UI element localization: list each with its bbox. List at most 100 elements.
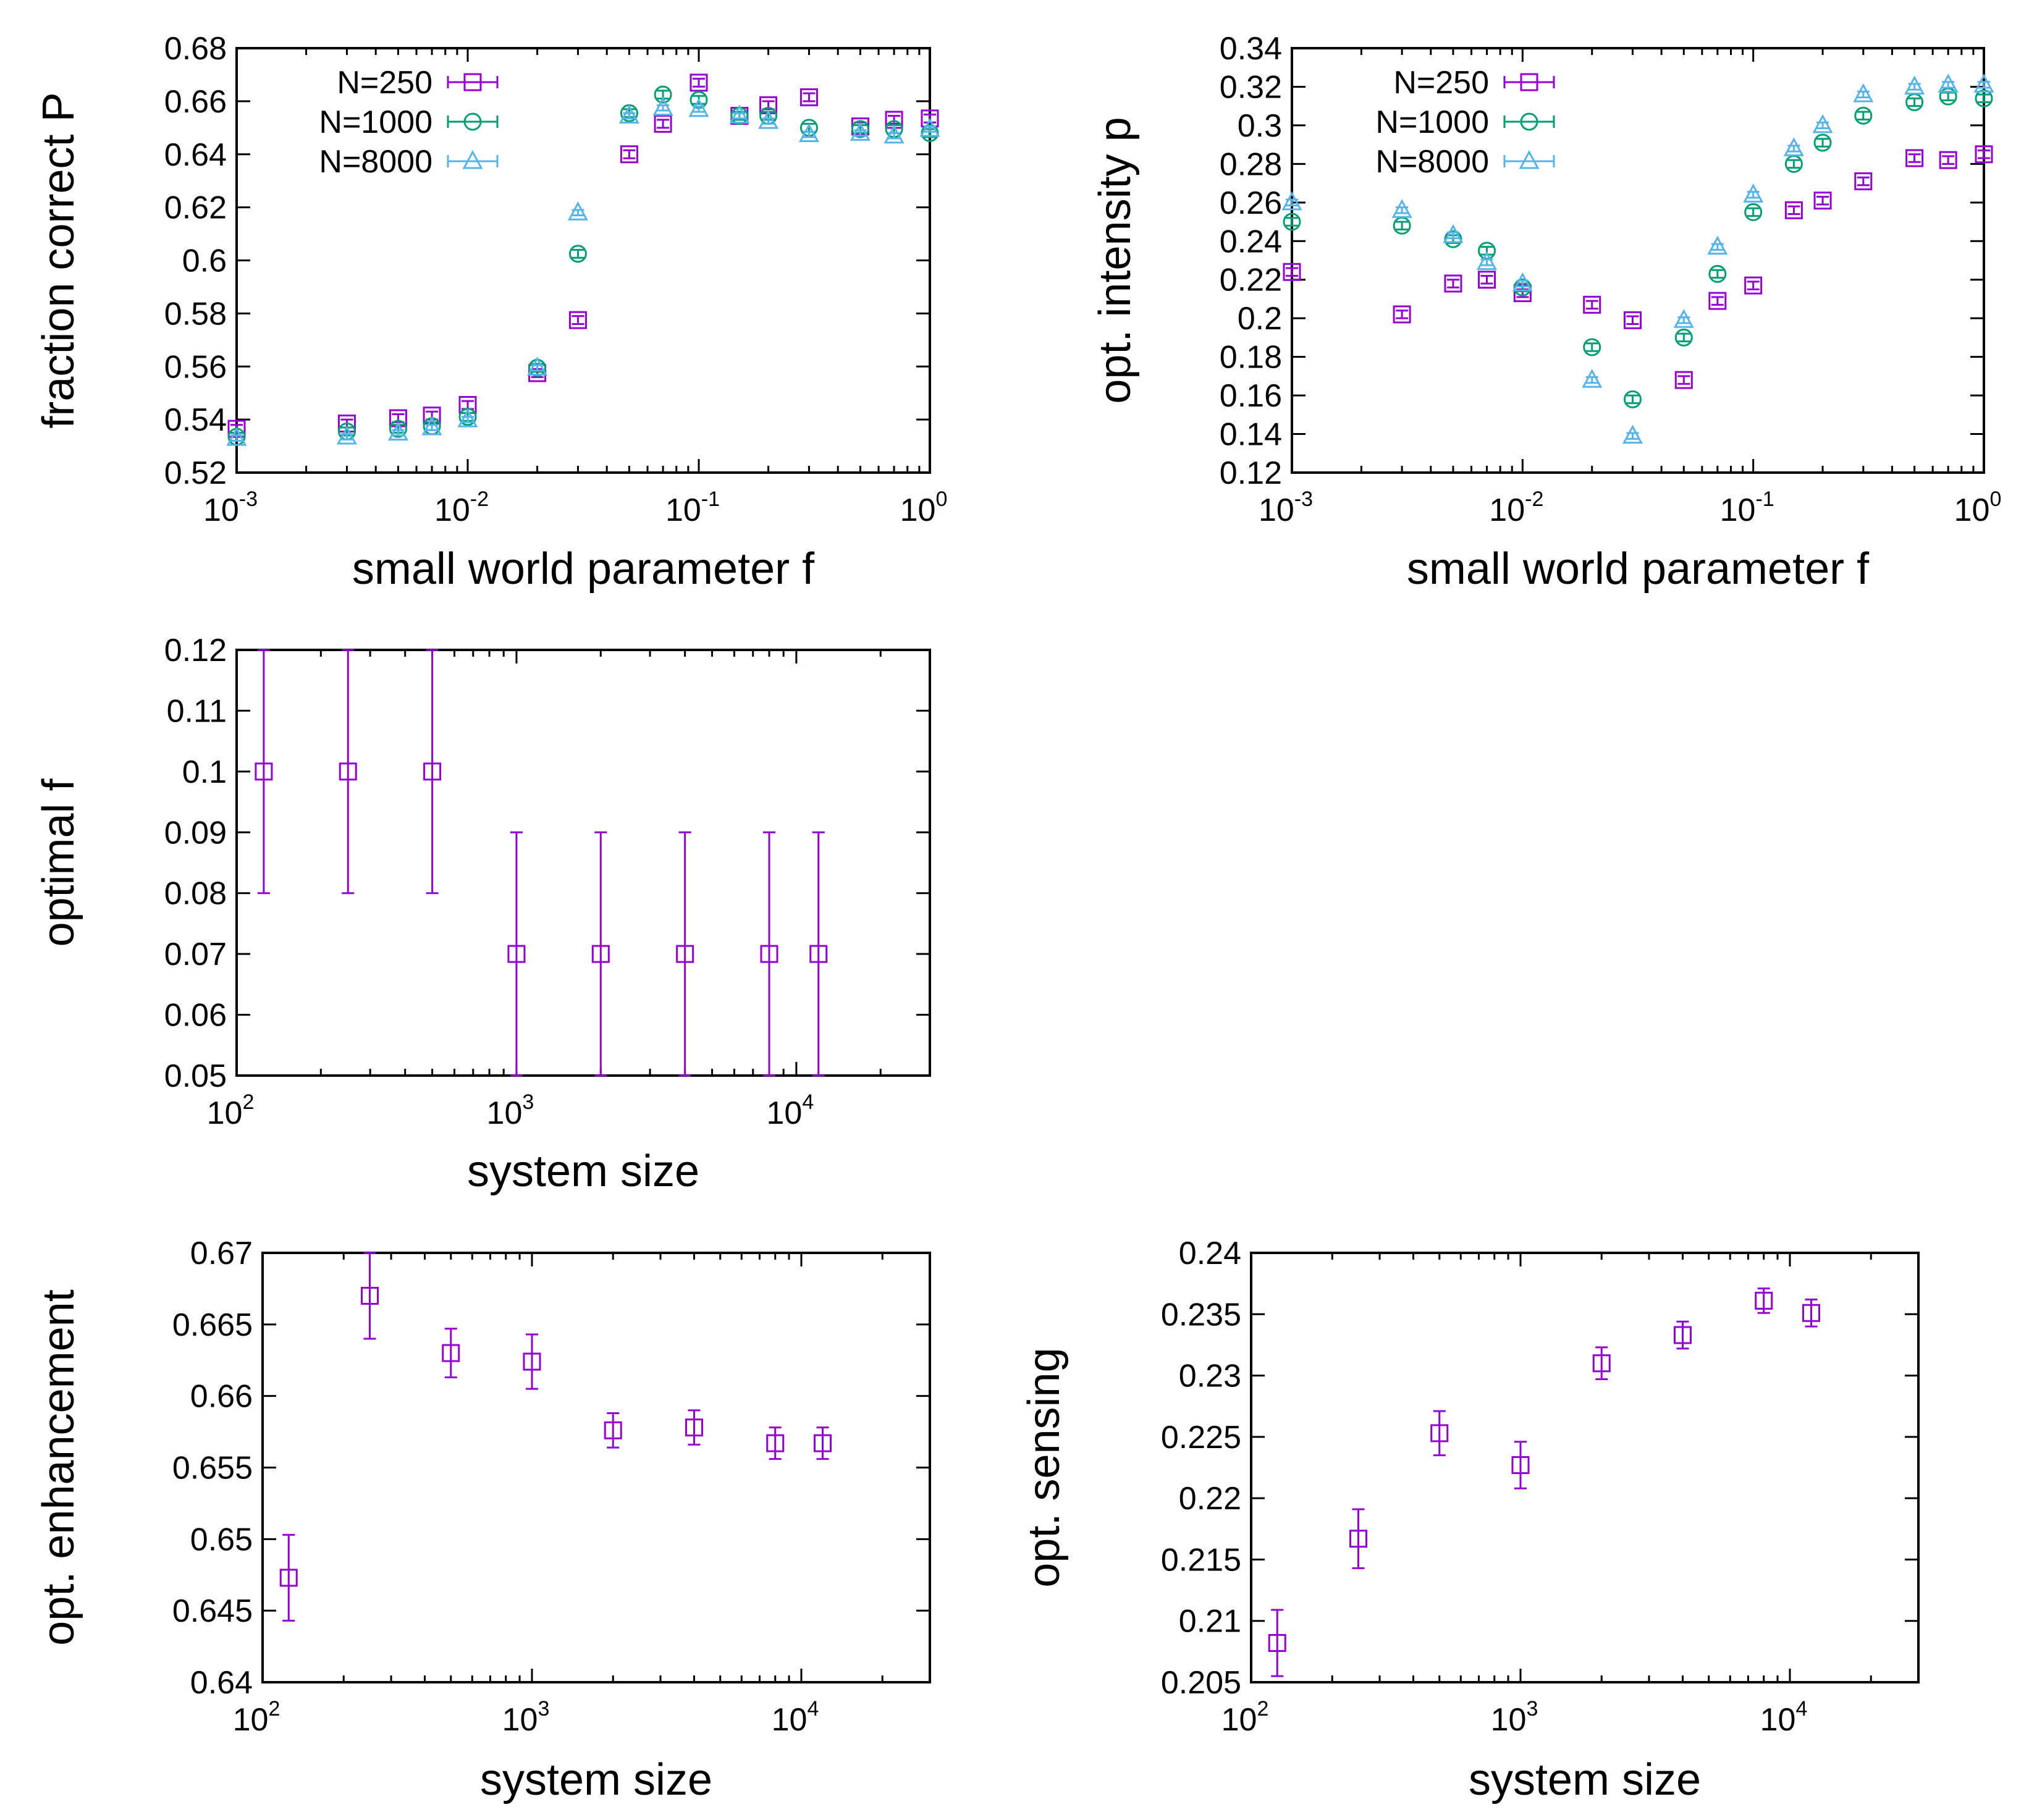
plot-frame	[261, 1252, 931, 1683]
error-bar	[1585, 300, 1598, 310]
y-tick-label: 0.09	[164, 815, 227, 851]
data-point	[1904, 75, 1925, 95]
data-point	[1391, 199, 1412, 218]
y-tick-label: 0.12	[164, 633, 227, 668]
data-point	[336, 425, 357, 445]
legend-label: N=1000	[319, 104, 432, 140]
x-tick-label: 102	[207, 1090, 255, 1131]
y-axis-label: opt. enhancement	[34, 1289, 83, 1645]
data-point	[442, 1344, 460, 1362]
y-tick-label: 0.56	[164, 349, 227, 385]
y-axis-label: fraction correct P	[34, 92, 83, 428]
y-tick-label: 0.18	[1220, 340, 1282, 376]
x-tick-exponent: 2	[1257, 1697, 1268, 1721]
error-bar	[1433, 1410, 1446, 1457]
data-point	[652, 96, 673, 116]
legend-marker	[463, 112, 482, 131]
x-tick-base: 10	[207, 1095, 243, 1131]
data-point	[1975, 145, 1993, 164]
data-point	[1783, 137, 1804, 156]
data-point	[389, 419, 407, 438]
data-point	[1673, 1326, 1692, 1344]
data-point	[690, 74, 708, 92]
error-bar	[1816, 195, 1829, 206]
data-point	[766, 1434, 785, 1452]
y-tick-label: 0.2	[1238, 301, 1282, 337]
x-tick-label: 10-2	[434, 487, 489, 528]
plot-frame	[1250, 1252, 1920, 1683]
x-tick-exponent: -2	[470, 487, 489, 511]
y-tick-label: 0.26	[1220, 185, 1282, 221]
series-opt-enhancement	[279, 1252, 832, 1622]
error-bar	[623, 149, 636, 159]
x-tick-label: 10-3	[203, 487, 258, 528]
data-point	[1444, 274, 1462, 293]
data-point	[1674, 371, 1693, 389]
data-point	[676, 945, 694, 963]
error-bar	[803, 92, 816, 103]
data-point	[758, 109, 779, 129]
y-tick-label: 0.64	[164, 137, 227, 173]
x-tick-label: 102	[233, 1697, 281, 1738]
data-point	[1478, 271, 1496, 289]
data-point	[1784, 201, 1803, 219]
data-point	[1854, 172, 1873, 190]
y-tick-label: 0.34	[1220, 31, 1282, 67]
x-tick-label: 10-3	[1259, 487, 1313, 528]
x-tick-label: 103	[487, 1090, 534, 1131]
data-point	[279, 1569, 298, 1587]
data-point	[1268, 1633, 1286, 1652]
x-tick-base: 10	[767, 1095, 803, 1131]
y-tick-label: 0.665	[172, 1307, 253, 1343]
data-point	[1443, 224, 1464, 243]
legend-label: N=1000	[1375, 104, 1489, 140]
data-point	[339, 762, 357, 781]
error-bar	[1816, 138, 1829, 148]
x-tick-exponent: 0	[1989, 487, 2001, 511]
data-point	[1743, 183, 1764, 203]
x-tick-exponent: -3	[239, 487, 258, 511]
data-point	[507, 945, 526, 963]
error-bar	[1978, 93, 1990, 103]
error-bar	[1908, 97, 1921, 107]
x-tick-base: 10	[1491, 1702, 1527, 1738]
series-optimal-f	[255, 649, 828, 1077]
error-bar	[1978, 150, 1990, 159]
error-bar	[1942, 91, 1955, 101]
data-point	[457, 408, 478, 428]
y-tick-label: 0.235	[1161, 1297, 1241, 1333]
data-point	[1939, 151, 1957, 169]
error-bar	[282, 1533, 295, 1622]
error-bar	[1286, 217, 1298, 227]
y-tick-label: 0.06	[164, 998, 227, 1034]
data-point	[527, 356, 548, 376]
series-n-1000	[227, 85, 939, 446]
y-tick-label: 0.07	[164, 937, 227, 972]
data-point	[620, 145, 638, 164]
x-tick-base: 10	[1259, 492, 1294, 528]
error-bar	[426, 649, 439, 895]
data-point	[1512, 272, 1533, 292]
x-axis-label: system size	[480, 1755, 712, 1805]
data-point	[255, 762, 273, 781]
y-tick-label: 0.215	[1161, 1542, 1241, 1578]
data-point	[591, 945, 610, 963]
data-point	[1623, 311, 1642, 329]
error-bar	[678, 831, 691, 1077]
x-axis-label: system size	[467, 1147, 699, 1196]
y-tick-label: 0.11	[167, 693, 227, 729]
error-bar	[1585, 342, 1598, 352]
y-tick-label: 0.14	[1220, 417, 1282, 453]
data-point	[1430, 1424, 1449, 1443]
x-tick-exponent: 0	[935, 487, 947, 511]
error-bar	[525, 1333, 538, 1390]
x-tick-label: 104	[772, 1697, 819, 1738]
error-bar	[1805, 1298, 1818, 1328]
legend-label: N=8000	[319, 144, 432, 180]
data-point	[1281, 191, 1302, 211]
data-point	[1975, 89, 1993, 107]
x-axis-label: small world parameter f	[1407, 544, 1870, 594]
error-bar	[462, 400, 474, 410]
